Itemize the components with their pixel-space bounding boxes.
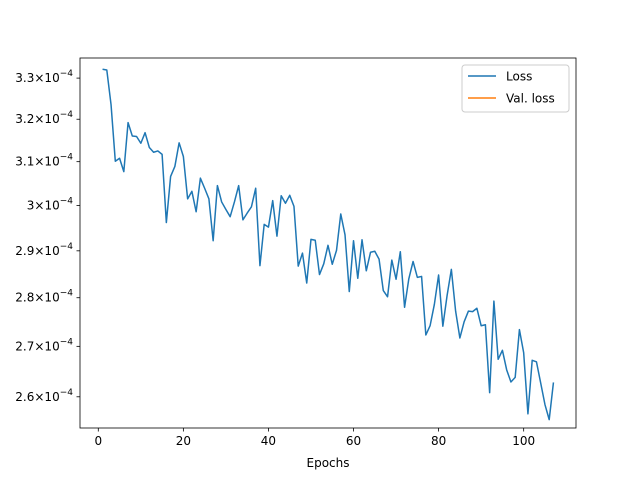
series-line-0 [102, 68, 555, 421]
legend-entry-1: Val. loss [506, 92, 555, 106]
y-tick-label: 3.1×10−4 [15, 153, 73, 169]
y-tick-label: 2.6×10−4 [15, 388, 73, 404]
y-tick-label: 2.7×10−4 [15, 337, 73, 353]
x-axis-label: Epochs [307, 456, 350, 470]
axes-frame [79, 57, 577, 429]
x-axis: 0 20 40 60 80 100 [94, 428, 535, 448]
plot-area [79, 57, 577, 429]
y-axis: 2.6×10−42.7×10−42.8×10−42.9×10−43×10−43.… [15, 69, 80, 404]
x-tick-label: 0 [94, 434, 102, 448]
y-tick-label: 3.2×10−4 [15, 110, 73, 126]
x-tick-label: 60 [346, 434, 361, 448]
y-tick-label: 2.8×10−4 [15, 289, 73, 305]
x-tick-label: 40 [261, 434, 276, 448]
legend: Loss Val. loss [461, 64, 570, 113]
x-tick-label: 100 [512, 434, 535, 448]
legend-entry-0: Loss [506, 70, 532, 84]
x-tick-label: 80 [431, 434, 446, 448]
x-tick-label: 20 [176, 434, 191, 448]
y-tick-label: 3.3×10−4 [15, 69, 73, 85]
y-tick-label: 2.9×10−4 [15, 242, 73, 258]
